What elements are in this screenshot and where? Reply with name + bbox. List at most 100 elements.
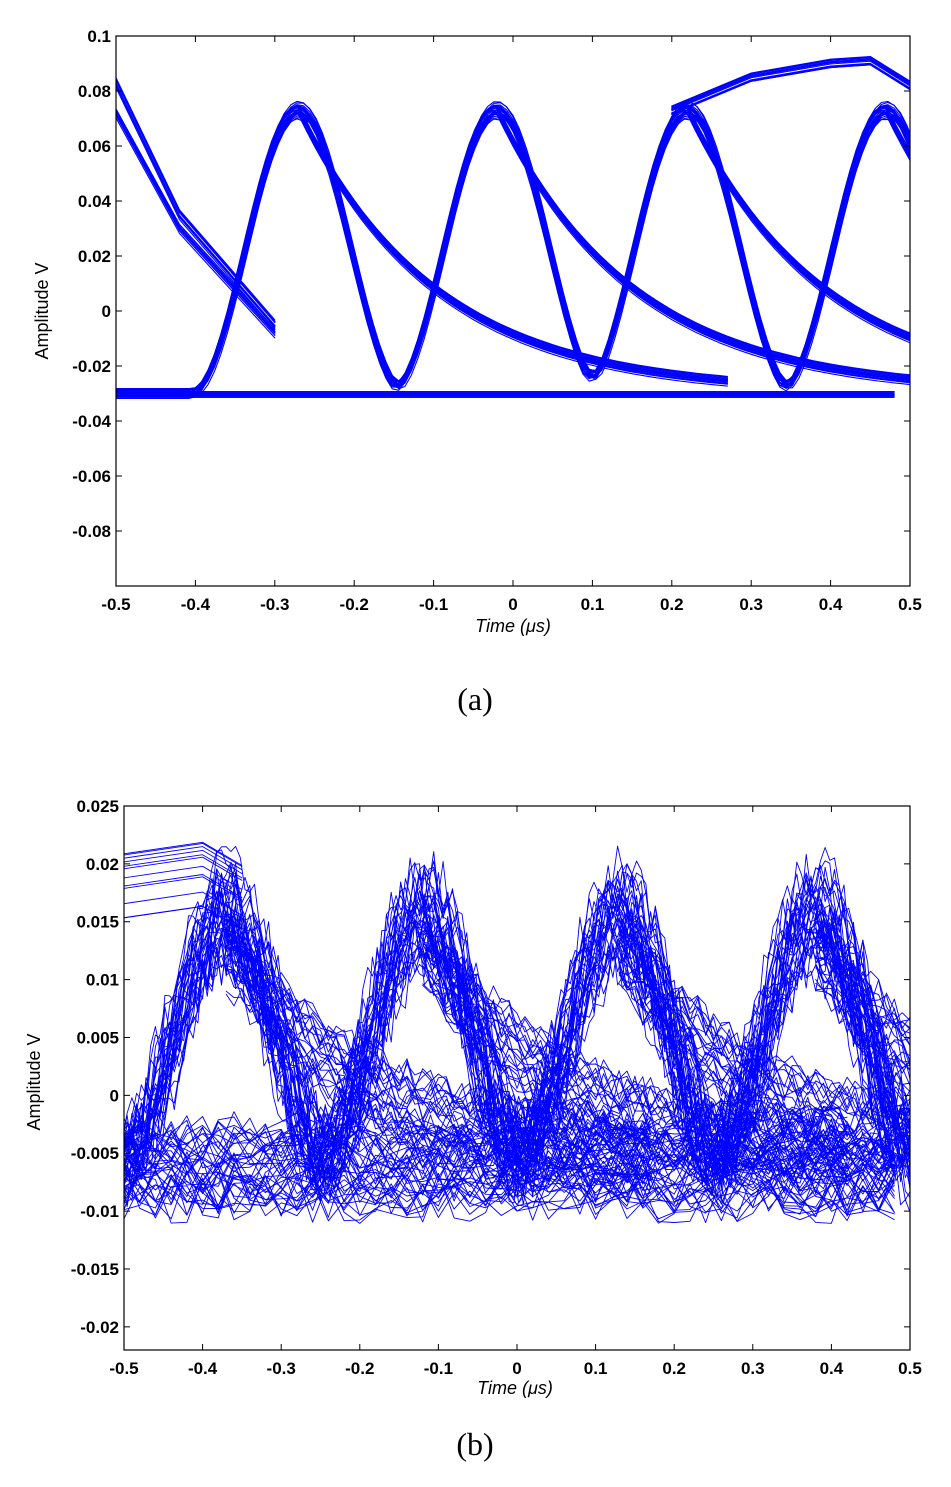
upper-envelope-trace: [124, 874, 243, 899]
eye-tail: [815, 924, 910, 1034]
eye-tail: [815, 987, 910, 1093]
eye-tail: [225, 919, 652, 1137]
eye-tail: [885, 104, 910, 152]
eye-tail: [815, 967, 910, 1070]
left-edge-trace: [116, 84, 276, 328]
left-edge-trace: [116, 78, 276, 323]
upper-envelope-trace: [671, 62, 910, 114]
upper-envelope-trace: [124, 854, 243, 879]
eye-tail: [298, 105, 728, 378]
upper-envelope-trace: [671, 64, 910, 115]
eye-trace: [124, 845, 910, 1149]
eye-tail: [885, 111, 910, 159]
y-tick-label: 0.02: [78, 247, 111, 266]
eye-tail: [496, 106, 910, 378]
eye-tail: [618, 948, 910, 1169]
x-axis-label-b: Time (μs): [477, 1378, 553, 1398]
x-tick-label: -0.3: [267, 1359, 296, 1378]
upper-envelope-trace: [671, 55, 910, 107]
eye-tail: [225, 934, 652, 1145]
panel-a: -0.5 -0.4 -0.3 -0.2 -0.1 0 0.1 0.2 0.3 0.4 0.5 -0.…: [32, 27, 922, 717]
eye-tail: [815, 938, 910, 1063]
x-tick-label: 0.5: [898, 595, 922, 614]
left-edge-trace: [116, 117, 276, 339]
eye-tail: [618, 925, 910, 1125]
upper-envelope-trace: [671, 60, 910, 112]
eye-tail: [298, 104, 728, 377]
eye-tail: [496, 110, 910, 382]
x-tick-label: 0.4: [820, 1359, 844, 1378]
y-tick-label: -0.015: [71, 1260, 119, 1279]
x-tick-label: 0.1: [584, 1359, 608, 1378]
eye-tail: [496, 105, 910, 377]
eye-tail: [618, 930, 910, 1122]
eye-tail: [815, 910, 910, 1021]
upper-envelope-trace: [124, 905, 243, 930]
eye-tail: [885, 110, 910, 158]
y-tick-label: -0.02: [72, 357, 111, 376]
upper-envelope-trace: [671, 57, 910, 108]
eye-tail: [618, 945, 910, 1141]
baseline-trace: [124, 1132, 895, 1185]
eye-tail: [815, 936, 910, 1047]
eye-tail: [687, 109, 910, 339]
left-edge-trace: [116, 83, 276, 328]
upper-envelope-trace: [671, 59, 910, 111]
eye-tail: [815, 921, 910, 1031]
left-edge-trace: [116, 112, 276, 334]
eye-tail: [687, 110, 910, 340]
eye-tail: [618, 925, 910, 1152]
eye-tail: [618, 918, 910, 1124]
eye-tail: [885, 106, 910, 154]
x-tick-label: -0.5: [109, 1359, 138, 1378]
left-edge-trace: [116, 83, 276, 327]
y-tick-label: 0.01: [86, 971, 119, 990]
eye-trace: [116, 114, 910, 396]
y-tick-label: -0.02: [80, 1318, 119, 1337]
baseline-trace: [124, 1172, 895, 1224]
eye-tail: [422, 984, 848, 1195]
x-axis-label-a: Time (μs): [475, 616, 551, 636]
eye-trace: [116, 105, 910, 393]
y-axis-label-a: Amplitude V: [32, 262, 52, 359]
x-tick-label: 0.2: [662, 1359, 686, 1378]
baseline-trace: [124, 1133, 895, 1183]
y-tick-label: 0.04: [78, 192, 112, 211]
eye-tail: [687, 111, 910, 341]
y-tick-label: 0.025: [76, 797, 119, 816]
y-tick-label: 0.02: [86, 855, 119, 874]
eye-tail: [885, 108, 910, 156]
eye-tail: [687, 105, 910, 335]
eye-tail: [225, 968, 652, 1184]
y-tick-label: 0.015: [76, 913, 119, 932]
plot-frame-a: [115, 35, 911, 587]
x-tick-label: 0.3: [739, 595, 763, 614]
eye-tail: [815, 956, 910, 1087]
eye-tail: [298, 110, 728, 383]
eye-tail: [298, 111, 728, 384]
eye-tail: [225, 902, 652, 1141]
x-tick-labels-a: -0.5 -0.4 -0.3 -0.2 -0.1 0 0.1 0.2 0.3 0.4 0.5: [101, 595, 921, 614]
baseline-trace: [124, 1122, 895, 1175]
eye-trace: [116, 109, 910, 394]
eye-trace: [124, 872, 910, 1150]
left-edge-trace: [116, 87, 276, 331]
eye-tail: [815, 921, 910, 1030]
x-tick-label: 0.1: [581, 595, 605, 614]
y-tick-labels-a: -0.08 -0.06 -0.04 -0.02 0 0.02 0.04 0.06 0.08 0.1: [72, 27, 111, 541]
x-tick-label: 0.2: [660, 595, 684, 614]
baseline-trace: [124, 1146, 895, 1199]
eye-tail: [225, 912, 652, 1136]
eye-tail: [815, 979, 910, 1070]
y-tick-label: -0.01: [80, 1202, 119, 1221]
eye-tail: [298, 107, 728, 380]
baseline-trace: [124, 1166, 895, 1218]
x-tick-label: -0.2: [340, 595, 369, 614]
x-tick-label: 0.5: [898, 1359, 922, 1378]
eye-tail: [885, 107, 910, 155]
y-tick-label: -0.04: [72, 412, 111, 431]
eye-tail: [618, 913, 910, 1134]
x-tick-label: -0.4: [181, 595, 211, 614]
eye-tail: [298, 114, 728, 387]
